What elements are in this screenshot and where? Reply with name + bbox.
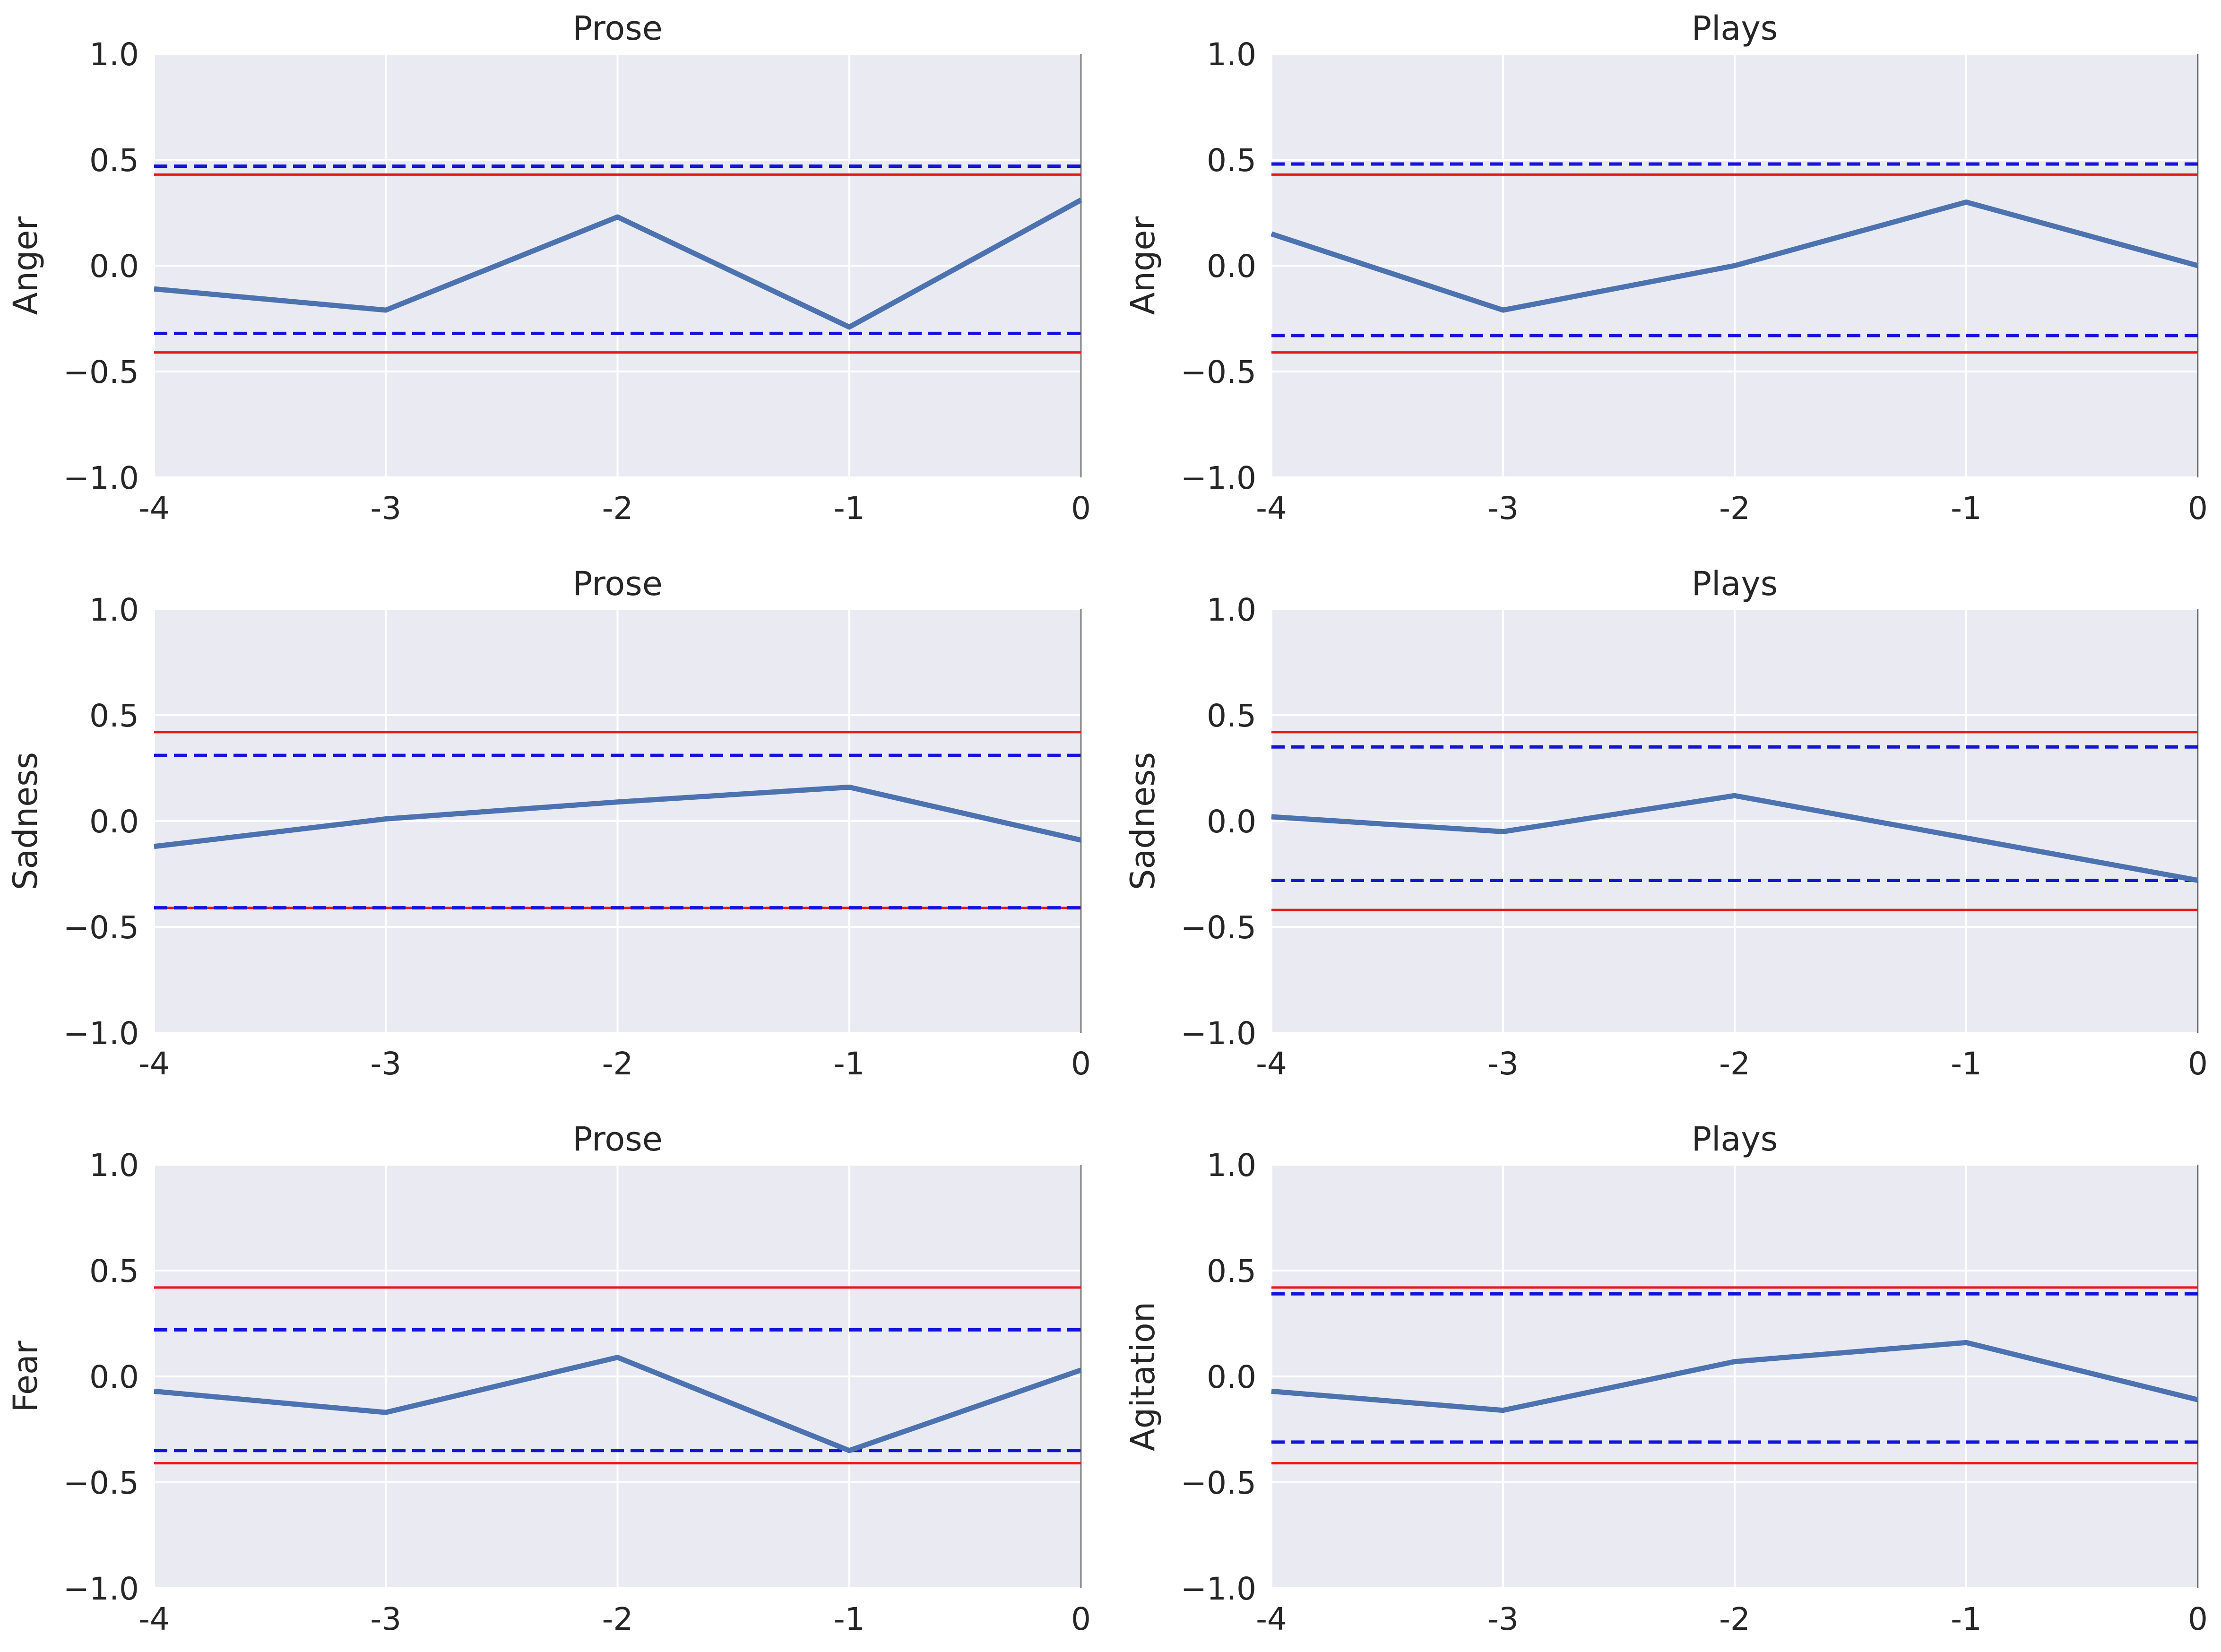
y-tick-label: 0.0 [89,1359,139,1395]
x-tick-label: -4 [1256,1046,1287,1082]
y-tick-label: 0.5 [89,698,139,734]
y-tick-label: 1.0 [1207,1147,1256,1184]
x-tick-label: -3 [1487,1601,1519,1637]
x-tick-label: -1 [1951,1601,1982,1637]
x-tick-label: -2 [602,1601,633,1637]
y-tick-label: −0.5 [63,1465,139,1501]
y-tick-label: 0.5 [89,1253,139,1289]
subplot-title: Prose [572,564,663,603]
subplot-1: 1.0 0.5 0.0 −0.5 −1.0-4 -3 -2 -1 0 Prose Anger [6,9,1091,527]
y-axis-label: Anger [1123,216,1162,315]
x-tick-label: 0 [2188,490,2208,527]
x-tick-label: -2 [1719,490,1750,527]
x-tick-label: -2 [1719,1046,1750,1082]
subplot-2: 1.0 0.5 0.0 −0.5 −1.0-4 -3 -2 -1 0 Plays Anger [1123,9,2208,527]
y-tick-label: −1.0 [1181,1015,1256,1052]
x-tick-label: 0 [2188,1046,2208,1082]
y-tick-label: −0.5 [63,354,139,390]
x-tick-label: -2 [602,1046,633,1082]
y-tick-label: −1.0 [63,1571,139,1607]
subplot-title: Plays [1692,564,1778,603]
subplot-6: 1.0 0.5 0.0 −0.5 −1.0-4 -3 -2 -1 0 Plays Agitation [1123,1120,2208,1637]
y-tick-label: 0.5 [89,142,139,179]
y-tick-label: −1.0 [1181,460,1256,496]
y-tick-label: 0.5 [1207,142,1256,179]
y-tick-label: 1.0 [1207,592,1256,628]
y-tick-label: −0.5 [63,909,139,946]
x-tick-label: -4 [1256,490,1287,527]
y-tick-label: −1.0 [63,1015,139,1052]
x-tick-label: 0 [2188,1601,2208,1637]
x-tick-label: -4 [138,1601,170,1637]
subplot-3: 1.0 0.5 0.0 −0.5 −1.0-4 -3 -2 -1 0 Prose Sadness [6,564,1091,1082]
y-axis-label: Anger [6,216,45,315]
y-tick-label: −0.5 [1181,1465,1256,1501]
y-tick-label: 0.5 [1207,698,1256,734]
subplot-title: Plays [1692,1120,1778,1159]
y-tick-label: −1.0 [1181,1571,1256,1607]
y-tick-label: 0.0 [1207,1359,1256,1395]
x-tick-label: -4 [138,1046,170,1082]
x-tick-label: -3 [1487,1046,1519,1082]
x-tick-label: -1 [834,490,865,527]
x-tick-label: -3 [1487,490,1519,527]
x-tick-label: -4 [138,490,170,527]
subplot-title: Plays [1692,9,1778,48]
x-tick-label: 0 [1071,1046,1091,1082]
subplot-title: Prose [572,1120,663,1159]
y-tick-label: 1.0 [89,1147,139,1184]
y-tick-label: −0.5 [1181,909,1256,946]
y-tick-label: 1.0 [89,592,139,628]
y-tick-label: 0.0 [1207,248,1256,285]
y-tick-label: 0.0 [89,248,139,285]
y-axis-label: Agitation [1123,1302,1162,1451]
y-tick-label: 1.0 [1207,36,1256,73]
y-axis-label: Sadness [1123,752,1162,890]
x-tick-label: -1 [1951,1046,1982,1082]
x-tick-label: -2 [1719,1601,1750,1637]
x-tick-label: -4 [1256,1601,1287,1637]
subplot-title: Prose [572,9,663,48]
x-tick-label: -1 [834,1601,865,1637]
x-tick-label: -3 [370,1046,401,1082]
y-tick-label: 0.0 [89,804,139,840]
y-tick-label: −0.5 [1181,354,1256,390]
y-axis-label: Fear [6,1341,45,1412]
x-tick-label: -3 [370,1601,401,1637]
x-tick-label: 0 [1071,1601,1091,1637]
y-tick-label: 0.5 [1207,1253,1256,1289]
x-tick-label: -1 [1951,490,1982,527]
subplot-5: 1.0 0.5 0.0 −0.5 −1.0-4 -3 -2 -1 0 Prose Fear [6,1120,1091,1637]
x-tick-label: -1 [834,1046,865,1082]
x-tick-label: -3 [370,490,401,527]
x-tick-label: 0 [1071,490,1091,527]
subplot-4: 1.0 0.5 0.0 −0.5 −1.0-4 -3 -2 -1 0 Plays Sadness [1123,564,2208,1082]
y-tick-label: −1.0 [63,460,139,496]
x-tick-label: -2 [602,490,633,527]
y-axis-label: Sadness [6,752,45,890]
y-tick-label: 0.0 [1207,804,1256,840]
y-tick-label: 1.0 [89,36,139,73]
